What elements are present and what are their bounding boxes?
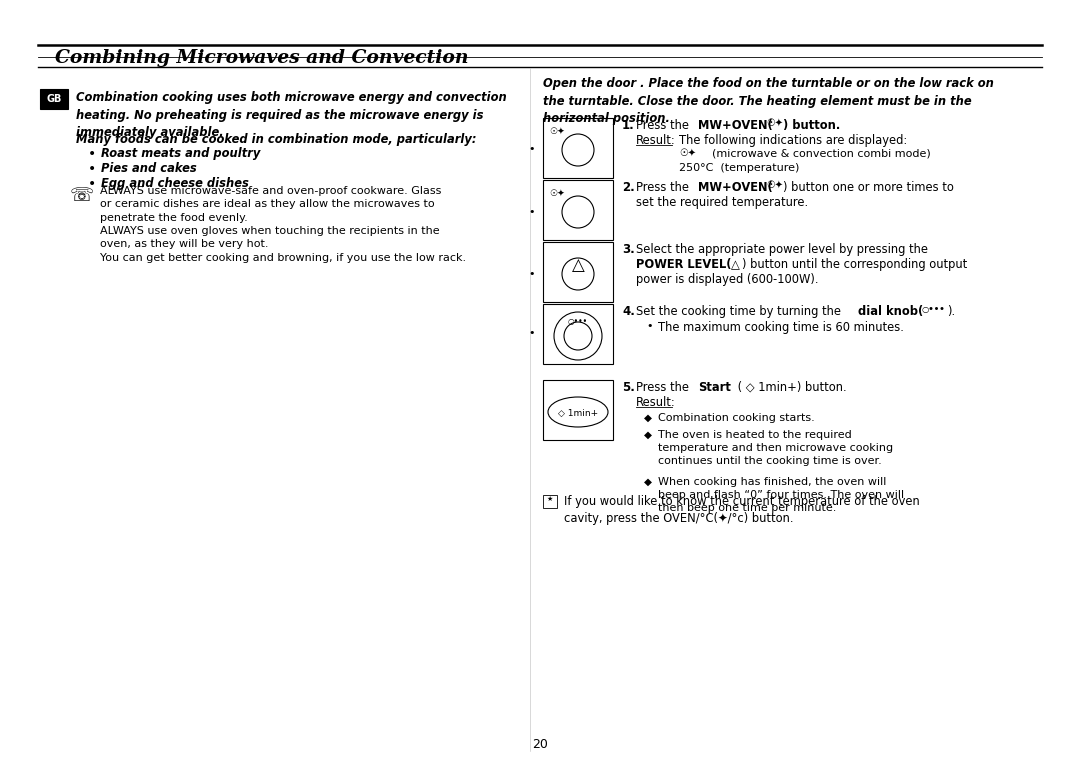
Text: △: △ [731, 258, 740, 271]
Text: 20: 20 [532, 739, 548, 752]
FancyBboxPatch shape [543, 242, 613, 302]
FancyBboxPatch shape [543, 380, 613, 440]
Text: MW+OVEN(: MW+OVEN( [698, 181, 773, 194]
Text: Press the: Press the [636, 381, 692, 394]
Text: ◆: ◆ [644, 477, 652, 487]
Text: 1.: 1. [622, 119, 635, 132]
Text: ) button one or more times to: ) button one or more times to [783, 181, 954, 194]
Text: Many foods can be cooked in combination mode, particularly:: Many foods can be cooked in combination … [76, 133, 476, 146]
Text: •: • [529, 144, 536, 154]
FancyBboxPatch shape [543, 304, 613, 364]
Text: •: • [646, 321, 652, 331]
Text: ☉✦: ☉✦ [679, 149, 696, 159]
Text: When cooking has finished, the oven will
beep and flash “0” four times. The oven: When cooking has finished, the oven will… [658, 477, 904, 513]
Text: •: • [529, 207, 536, 217]
Text: Select the appropriate power level by pressing the: Select the appropriate power level by pr… [636, 243, 928, 256]
Text: The oven is heated to the required
temperature and then microwave cooking
contin: The oven is heated to the required tempe… [658, 430, 893, 466]
FancyBboxPatch shape [543, 180, 613, 240]
Text: ☏: ☏ [70, 186, 94, 205]
Text: •: • [87, 147, 96, 161]
Text: Set the cooking time by turning the: Set the cooking time by turning the [636, 305, 845, 318]
Text: •: • [87, 177, 96, 191]
Text: ☉✦: ☉✦ [549, 128, 565, 137]
Text: (microwave & convection combi mode): (microwave & convection combi mode) [698, 149, 931, 159]
Text: GB: GB [46, 94, 62, 104]
Text: •: • [87, 162, 96, 176]
Text: Press the: Press the [636, 181, 692, 194]
Text: Result:: Result: [636, 396, 676, 409]
Text: Combination cooking uses both microwave energy and convection
heating. No prehea: Combination cooking uses both microwave … [76, 91, 507, 139]
Text: ) button.: ) button. [783, 119, 840, 132]
Text: MW+OVEN(: MW+OVEN( [698, 119, 773, 132]
Text: •: • [529, 269, 536, 279]
Text: 3.: 3. [622, 243, 635, 256]
Text: ☉✦: ☉✦ [549, 190, 565, 199]
Text: Combination cooking starts.: Combination cooking starts. [658, 413, 814, 423]
Text: power is displayed (600-100W).: power is displayed (600-100W). [636, 273, 819, 286]
Text: ◆: ◆ [644, 413, 652, 423]
Text: 2.: 2. [622, 181, 635, 194]
Text: Open the door . Place the food on the turntable or on the low rack on
the turnta: Open the door . Place the food on the tu… [543, 77, 994, 125]
Text: The following indications are displayed:: The following indications are displayed: [679, 134, 907, 147]
Text: The maximum cooking time is 60 minutes.: The maximum cooking time is 60 minutes. [658, 321, 904, 334]
Text: ☉✦: ☉✦ [766, 181, 783, 191]
Text: dial knob(: dial knob( [858, 305, 923, 318]
Text: ☉✦: ☉✦ [766, 119, 783, 129]
Text: 250°C  (temperature): 250°C (temperature) [679, 163, 799, 173]
Text: ○•••: ○••• [568, 317, 589, 326]
Text: Egg and cheese dishes: Egg and cheese dishes [102, 177, 248, 190]
Text: If you would like to know the current temperature of the oven
cavity, press the : If you would like to know the current te… [564, 495, 920, 525]
Text: Result:: Result: [636, 134, 676, 147]
Text: Roast meats and poultry: Roast meats and poultry [102, 147, 260, 160]
Text: set the required temperature.: set the required temperature. [636, 196, 808, 209]
Text: Press the: Press the [636, 119, 692, 132]
Text: ( ◇ 1min+) button.: ( ◇ 1min+) button. [734, 381, 847, 394]
Text: ALWAYS use microwave-safe and oven-proof cookware. Glass
or ceramic dishes are i: ALWAYS use microwave-safe and oven-proof… [100, 186, 467, 262]
FancyBboxPatch shape [40, 89, 68, 109]
Text: △: △ [571, 256, 584, 274]
Text: Combining Microwaves and Convection: Combining Microwaves and Convection [55, 49, 469, 67]
Text: ◇ 1min+: ◇ 1min+ [558, 408, 598, 417]
Text: ★: ★ [546, 496, 553, 502]
Text: ◆: ◆ [644, 430, 652, 440]
Text: ○•••: ○••• [922, 305, 946, 314]
Text: ).: ). [947, 305, 955, 318]
FancyBboxPatch shape [543, 495, 557, 508]
FancyBboxPatch shape [543, 118, 613, 178]
Text: ) button until the corresponding output: ) button until the corresponding output [742, 258, 968, 271]
Text: Pies and cakes: Pies and cakes [102, 162, 197, 175]
Text: POWER LEVEL(: POWER LEVEL( [636, 258, 731, 271]
Text: 5.: 5. [622, 381, 635, 394]
Text: Start: Start [698, 381, 731, 394]
Text: 4.: 4. [622, 305, 635, 318]
Text: •: • [529, 328, 536, 338]
